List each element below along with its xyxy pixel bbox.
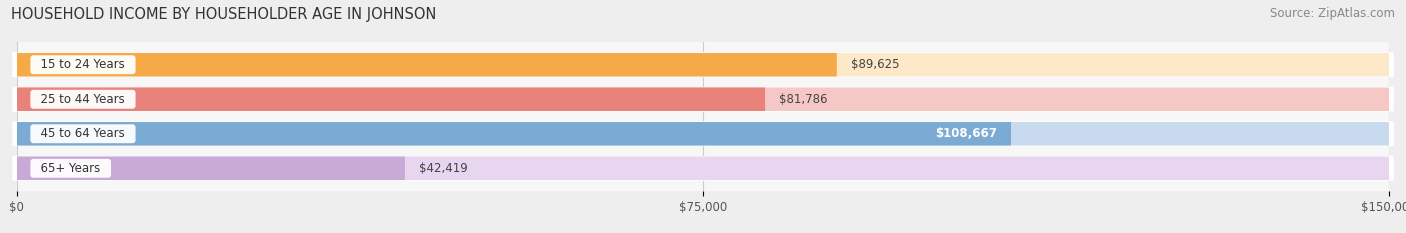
FancyBboxPatch shape (17, 88, 765, 111)
Text: $81,786: $81,786 (779, 93, 827, 106)
Text: HOUSEHOLD INCOME BY HOUSEHOLDER AGE IN JOHNSON: HOUSEHOLD INCOME BY HOUSEHOLDER AGE IN J… (11, 7, 437, 22)
FancyBboxPatch shape (17, 157, 1389, 180)
FancyBboxPatch shape (17, 53, 837, 76)
Text: $42,419: $42,419 (419, 162, 467, 175)
Text: 45 to 64 Years: 45 to 64 Years (34, 127, 132, 140)
Text: 25 to 44 Years: 25 to 44 Years (34, 93, 132, 106)
Text: $89,625: $89,625 (851, 58, 898, 71)
Text: $108,667: $108,667 (935, 127, 997, 140)
Text: Source: ZipAtlas.com: Source: ZipAtlas.com (1270, 7, 1395, 20)
Text: 65+ Years: 65+ Years (34, 162, 108, 175)
FancyBboxPatch shape (13, 121, 1393, 146)
FancyBboxPatch shape (13, 156, 1393, 181)
FancyBboxPatch shape (13, 52, 1393, 77)
FancyBboxPatch shape (17, 157, 405, 180)
FancyBboxPatch shape (17, 88, 1389, 111)
FancyBboxPatch shape (17, 122, 1011, 145)
Text: 15 to 24 Years: 15 to 24 Years (34, 58, 132, 71)
FancyBboxPatch shape (17, 122, 1389, 145)
FancyBboxPatch shape (17, 53, 1389, 76)
FancyBboxPatch shape (13, 87, 1393, 112)
